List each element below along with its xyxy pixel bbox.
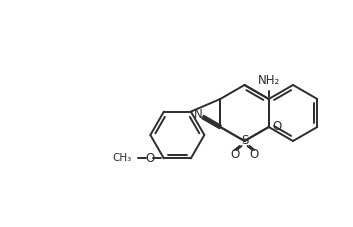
Text: N: N (193, 109, 202, 121)
Text: S: S (241, 135, 248, 148)
Text: O: O (145, 152, 155, 165)
Text: CH₃: CH₃ (113, 153, 132, 163)
Text: O: O (230, 148, 239, 161)
Text: O: O (250, 148, 259, 161)
Text: O: O (273, 121, 282, 133)
Text: NH₂: NH₂ (258, 74, 280, 87)
